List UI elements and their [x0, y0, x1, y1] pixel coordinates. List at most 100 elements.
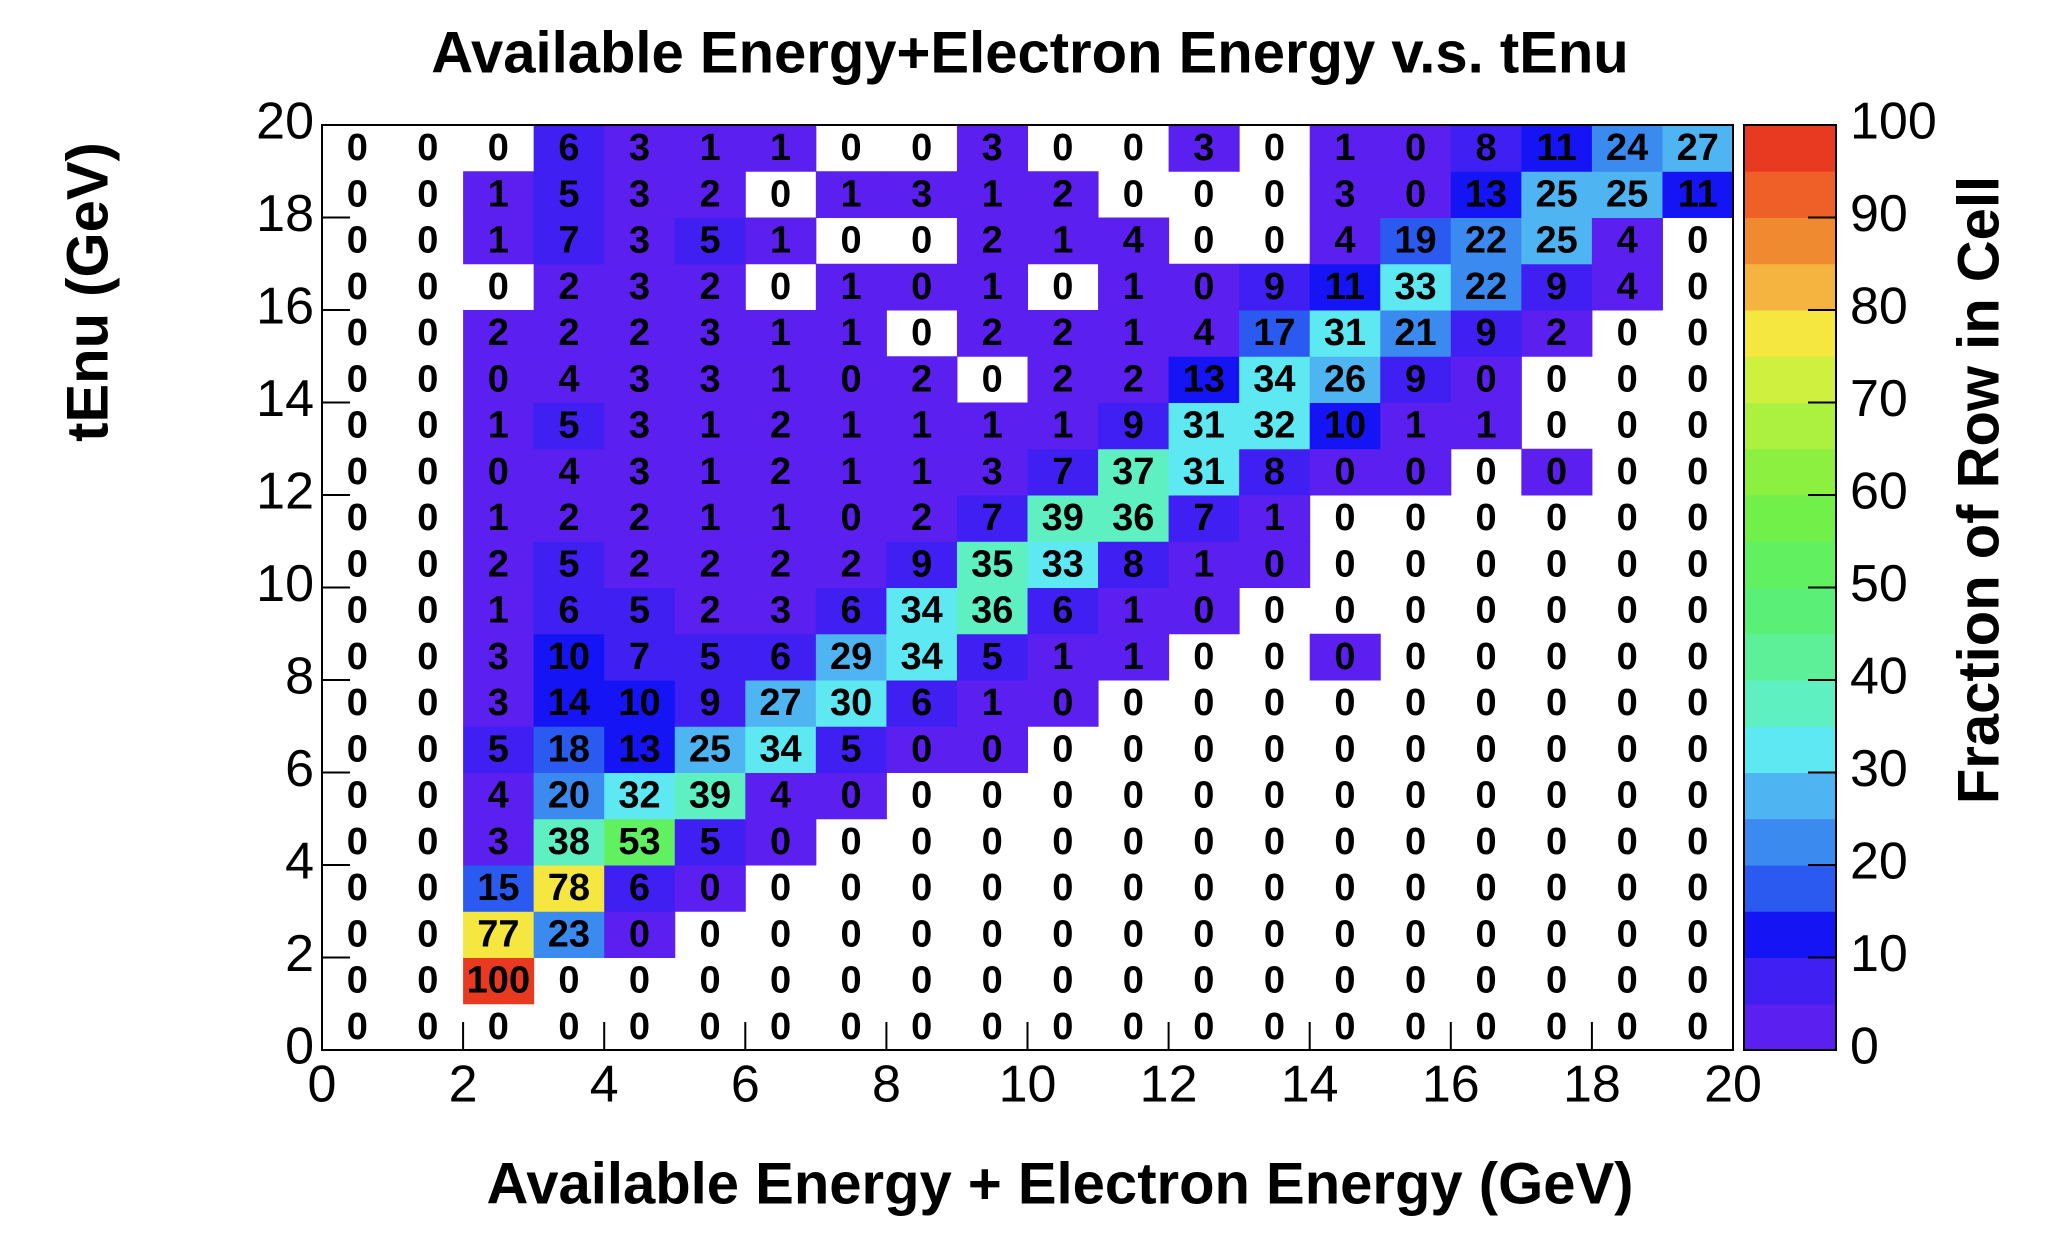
cell-label: 0 [417, 960, 438, 1002]
cell-label: 4 [558, 358, 579, 400]
cell-label: 0 [982, 913, 1003, 955]
cell-label: 0 [1546, 867, 1567, 909]
cell-label: 0 [417, 682, 438, 724]
cell-label: 0 [1123, 775, 1144, 817]
cell-label: 0 [1476, 497, 1497, 539]
cell-label: 1 [770, 312, 791, 354]
cell-label: 20 [548, 775, 590, 817]
cell-label: 0 [1193, 636, 1214, 678]
cell-label: 0 [1193, 913, 1214, 955]
cell-label: 2 [1546, 312, 1567, 354]
cell-label: 0 [347, 543, 368, 585]
cell-label: 9 [1476, 312, 1497, 354]
colorbar-tick-label: 50 [1850, 555, 1908, 613]
cell-label: 1 [841, 451, 862, 493]
colorbar-band [1744, 495, 1836, 542]
cell-label: 0 [1264, 173, 1285, 215]
x-tick-label: 20 [1704, 1056, 1762, 1114]
cell [1239, 402, 1311, 450]
cell [1168, 356, 1240, 403]
cell-label: 0 [1546, 543, 1567, 585]
cell-label: 0 [1334, 543, 1355, 585]
cell-label: 29 [830, 636, 872, 678]
cell [1591, 217, 1663, 265]
cell [886, 633, 958, 681]
cell-labels: 0 0 0 0 0 0 0 0 0 0 0 0 0 0 0 0 0 0 0 00 0 100 0 0 0 0 0 0 0 0 0 0 0 0 0 0 0… [347, 127, 1719, 1048]
cell-label: 0 [1687, 220, 1708, 262]
cell-label: 0 [841, 1006, 862, 1048]
cell-label: 1 [488, 590, 509, 632]
cell-label: 0 [417, 358, 438, 400]
cell [1027, 680, 1099, 727]
cell [745, 217, 817, 265]
cell-label: 0 [1687, 682, 1708, 724]
cell [604, 448, 676, 496]
cell [1098, 217, 1170, 265]
cell-label: 0 [1617, 913, 1638, 955]
cell-label: 0 [1687, 543, 1708, 585]
cell-label: 0 [1687, 497, 1708, 539]
cell-label: 2 [982, 312, 1003, 354]
cell [1380, 125, 1452, 172]
cell-label: 3 [699, 358, 720, 400]
cell-label: 0 [1264, 867, 1285, 909]
cell-label: 1 [699, 405, 720, 447]
y-axis-label: tEnu (GeV) [55, 142, 120, 442]
cell-label: 1 [841, 266, 862, 308]
cell-label: 2 [770, 543, 791, 585]
cell [463, 680, 535, 727]
cell-label: 0 [1617, 728, 1638, 770]
cell-label: 38 [548, 821, 590, 863]
cell-label: 6 [841, 590, 862, 632]
cell-label: 17 [1253, 312, 1295, 354]
cell [1591, 263, 1663, 311]
cell-label: 1 [1123, 312, 1144, 354]
cell-label: 3 [488, 636, 509, 678]
cell-label: 0 [1476, 867, 1497, 909]
cell-label: 0 [1476, 1006, 1497, 1048]
cell [463, 818, 535, 866]
colorbar-band [1744, 726, 1836, 773]
cell-label: 5 [699, 220, 720, 262]
cell [1168, 402, 1240, 450]
cell [956, 402, 1028, 450]
cell [533, 541, 605, 588]
y-tick-label: 20 [256, 93, 314, 151]
cell-label: 0 [841, 220, 862, 262]
cell-label: 11 [1325, 266, 1365, 308]
cell-label: 0 [1334, 728, 1355, 770]
colorbar-tick-label: 60 [1850, 463, 1908, 521]
cell-label: 0 [417, 220, 438, 262]
cell [745, 541, 817, 588]
cell-label: 1 [1334, 127, 1355, 169]
cell [604, 865, 676, 912]
cell-label: 0 [1193, 682, 1214, 724]
cell-label: 4 [488, 775, 509, 817]
cell-label: 0 [1687, 636, 1708, 678]
cell-label: 1 [1405, 405, 1426, 447]
cell [1309, 310, 1381, 357]
cell-label: 0 [1476, 451, 1497, 493]
cell-label: 0 [1193, 728, 1214, 770]
cell-label: 78 [548, 867, 590, 909]
cell-label: 0 [1476, 358, 1497, 400]
cell-label: 0 [770, 173, 791, 215]
cell-label: 13 [1465, 173, 1507, 215]
cell-label: 1 [488, 220, 509, 262]
cell-label: 2 [699, 590, 720, 632]
cell-label: 1 [770, 497, 791, 539]
cell-label: 0 [347, 173, 368, 215]
cell-label: 2 [1123, 358, 1144, 400]
cell [533, 772, 605, 820]
y-tick-label: 10 [256, 555, 314, 613]
cell [1098, 495, 1170, 542]
cell-label: 0 [911, 775, 932, 817]
cell [674, 680, 746, 727]
cell-label: 0 [347, 913, 368, 955]
cell [745, 587, 817, 635]
cell-label: 0 [1687, 590, 1708, 632]
cell-label: 11 [1537, 127, 1577, 169]
cell [604, 495, 676, 542]
cell-label: 3 [629, 127, 650, 169]
cell [1239, 495, 1311, 542]
